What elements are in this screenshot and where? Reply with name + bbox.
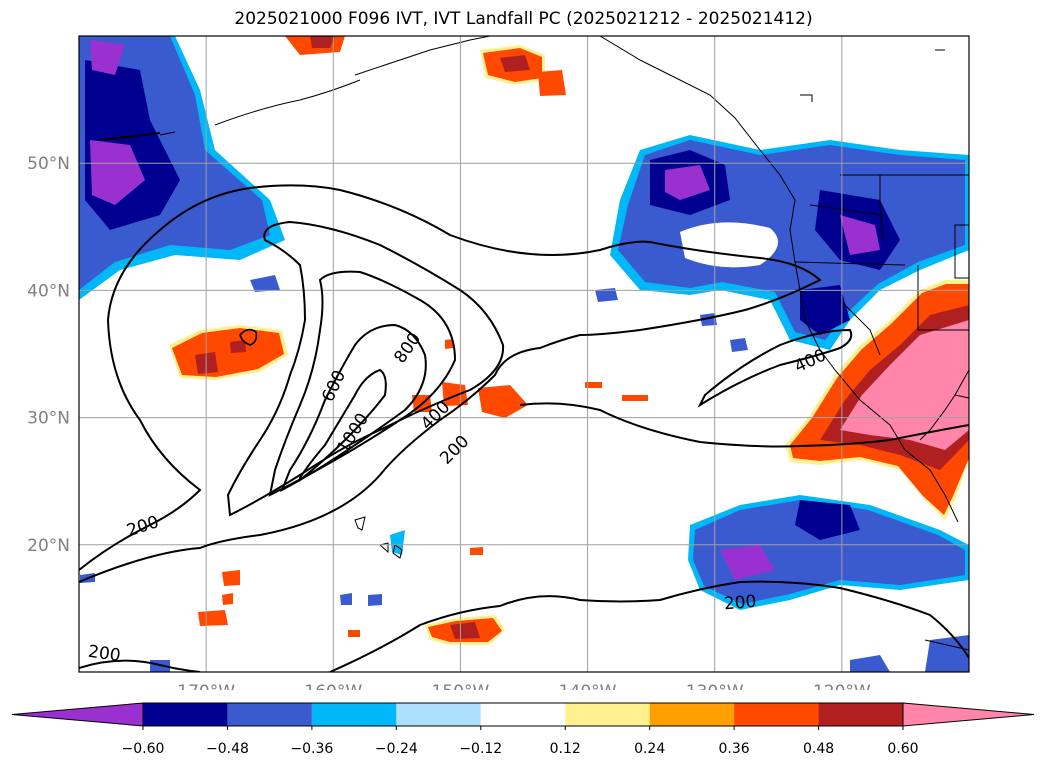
- ivt-contour-200-east: [519, 402, 969, 448]
- ivt-contour-label: 200: [436, 432, 473, 469]
- colorbar-tick-label: 0.36: [719, 741, 750, 757]
- lat-tick-label: 30°N: [27, 409, 70, 429]
- lat-lon-gridlines: [79, 36, 969, 672]
- ivt-contour-label-group: 200: [723, 592, 757, 615]
- colorbar-extend-high: [902, 702, 1035, 727]
- colorbar-tick-label: 0.48: [803, 741, 834, 757]
- ivt-contour-400-east: [697, 328, 853, 408]
- map-title: 2025021000 F096 IVT, IVT Landfall PC (20…: [234, 9, 813, 29]
- lat-tick-label: 20°N: [27, 536, 70, 556]
- coastlines: [99, 36, 969, 651]
- lon-tick-label: 120°W: [813, 682, 871, 690]
- colorbar-tick-label: 0.12: [550, 741, 581, 757]
- ivt-contour-label: 200: [124, 512, 161, 541]
- colorbar-tick-label: −0.12: [459, 741, 502, 757]
- ivt-contour-800: [280, 323, 427, 493]
- ivt-contour-200-sw: [79, 659, 201, 672]
- ivt-contour-label-group: 400: [792, 345, 830, 377]
- ivt-contour-label-group: 800: [390, 329, 425, 367]
- ivt-contour-label: 200: [87, 642, 122, 666]
- ivt-contour-label: 200: [723, 592, 757, 615]
- colorbar-swatch: [143, 703, 228, 726]
- ivt-contour-600: [268, 270, 457, 497]
- ivt-contour-label-group: 200: [124, 512, 161, 541]
- lon-tick-label: 130°W: [686, 682, 744, 690]
- colorbar-tick-label: −0.48: [206, 741, 249, 757]
- ivt-contours: [79, 184, 969, 672]
- colorbar-ticks: −0.60 −0.48 −0.36 −0.24 −0.12 0.12 0.24 0.36 0.4…: [122, 726, 919, 757]
- lon-tick-label: 170°W: [177, 682, 235, 690]
- lat-tick-label: 40°N: [27, 281, 70, 301]
- colorbar-swatch: [480, 703, 566, 726]
- colorbar-swatch: [227, 703, 312, 726]
- colorbar-tick-label: −0.36: [290, 741, 333, 757]
- axis-tick-labels: 170°W 160°W 150°W 140°W 130°W 120°W 20°N 30°N 40…: [27, 154, 871, 690]
- colorbar-swatch: [734, 703, 819, 726]
- ivt-contour-200-south: [329, 580, 969, 672]
- ivt-contour-label-group: 200: [436, 432, 473, 469]
- colorbar-swatch: [565, 703, 650, 726]
- ivt-contour-1000: [299, 368, 387, 483]
- colorbar-extend-low: [11, 702, 144, 727]
- ivt-contour-400-main: [226, 220, 505, 517]
- colorbar-tick-label: 0.60: [887, 741, 918, 757]
- ivt-contour-label: 1000: [333, 410, 373, 457]
- colorbar-swatch: [311, 703, 397, 726]
- map-frame: [78, 35, 970, 673]
- colorbar-swatch: [649, 703, 735, 726]
- colorbar-tick-label: −0.60: [122, 741, 165, 757]
- colorbar-swatch: [396, 703, 481, 726]
- lat-tick-label: 50°N: [27, 154, 70, 174]
- lon-tick-label: 150°W: [432, 682, 490, 690]
- ivt-contour-200-main: [79, 184, 822, 583]
- colorbar-tick-label: −0.24: [375, 741, 418, 757]
- lon-tick-label: 140°W: [559, 682, 617, 690]
- lon-tick-label: 160°W: [304, 682, 362, 690]
- colorbar-outline: [142, 702, 904, 727]
- colorbar-tick-label: 0.24: [634, 741, 665, 757]
- ivt-contour-label-group: 200: [87, 642, 122, 666]
- colorbar-swatch: [818, 703, 903, 726]
- ivt-contour-label: 800: [390, 329, 425, 367]
- ivt-contour-label-group: 600: [318, 367, 350, 405]
- colorbar-swatches: [11, 702, 1035, 727]
